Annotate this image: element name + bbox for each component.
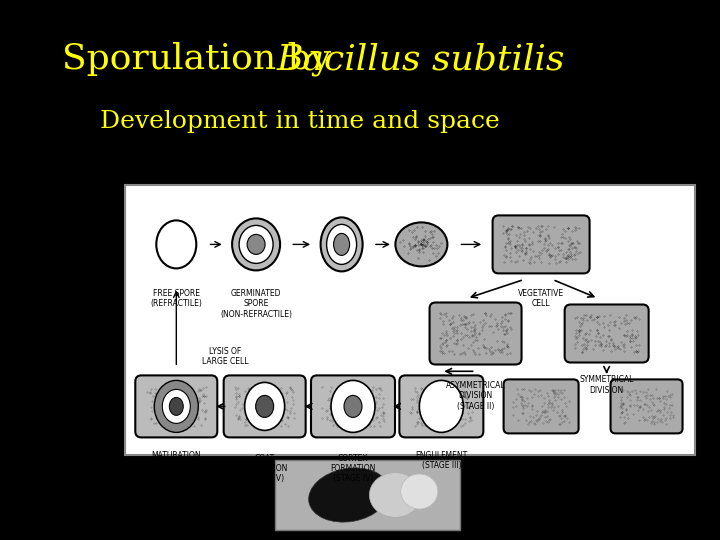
Text: CORTEX
FORMATION
(STAGE IV): CORTEX FORMATION (STAGE IV) <box>330 454 376 483</box>
FancyBboxPatch shape <box>400 375 483 437</box>
Text: ENGULFMENT
(STAGE III): ENGULFMENT (STAGE III) <box>415 451 467 470</box>
Ellipse shape <box>344 395 362 417</box>
Text: LYSIS OF
LARGE CELL: LYSIS OF LARGE CELL <box>202 347 248 367</box>
FancyBboxPatch shape <box>611 380 683 434</box>
Ellipse shape <box>256 395 274 417</box>
Text: SYMMETRICAL
DIVISION: SYMMETRICAL DIVISION <box>580 375 634 395</box>
FancyBboxPatch shape <box>430 302 521 364</box>
Ellipse shape <box>369 472 421 517</box>
Text: COAT
FORMATION
(STAGE V): COAT FORMATION (STAGE V) <box>242 454 287 483</box>
FancyBboxPatch shape <box>135 375 217 437</box>
Ellipse shape <box>169 397 184 415</box>
Text: Sporulation by: Sporulation by <box>62 42 343 77</box>
Text: VEGETATIVE
CELL: VEGETATIVE CELL <box>518 289 564 308</box>
Text: Development in time and space: Development in time and space <box>100 110 500 133</box>
FancyBboxPatch shape <box>311 375 395 437</box>
Ellipse shape <box>401 474 438 509</box>
Text: Bacillus subtilis: Bacillus subtilis <box>277 42 565 76</box>
Ellipse shape <box>333 233 350 255</box>
FancyBboxPatch shape <box>224 375 306 437</box>
Ellipse shape <box>156 220 197 268</box>
Ellipse shape <box>309 468 390 522</box>
FancyBboxPatch shape <box>492 215 590 273</box>
Text: MATURATION
(STAGE VI): MATURATION (STAGE VI) <box>151 451 201 470</box>
Text: ASYMMETRICAL
DIVISION
(STAGE II): ASYMMETRICAL DIVISION (STAGE II) <box>446 381 505 410</box>
Ellipse shape <box>232 218 280 271</box>
Ellipse shape <box>331 380 375 433</box>
Ellipse shape <box>154 380 198 433</box>
FancyBboxPatch shape <box>564 305 649 362</box>
Text: GERMINATED
SPORE
(NON-REFRACTILE): GERMINATED SPORE (NON-REFRACTILE) <box>220 289 292 319</box>
Text: FREE SPORE
(REFRACTILE): FREE SPORE (REFRACTILE) <box>150 289 202 308</box>
Ellipse shape <box>320 218 363 272</box>
Ellipse shape <box>395 222 447 266</box>
Bar <box>125 185 695 455</box>
Bar <box>275 460 460 530</box>
Ellipse shape <box>162 389 190 423</box>
Ellipse shape <box>327 225 356 265</box>
Ellipse shape <box>245 382 284 430</box>
Ellipse shape <box>419 380 464 433</box>
Ellipse shape <box>239 225 273 264</box>
Ellipse shape <box>247 234 265 254</box>
FancyBboxPatch shape <box>503 380 579 434</box>
